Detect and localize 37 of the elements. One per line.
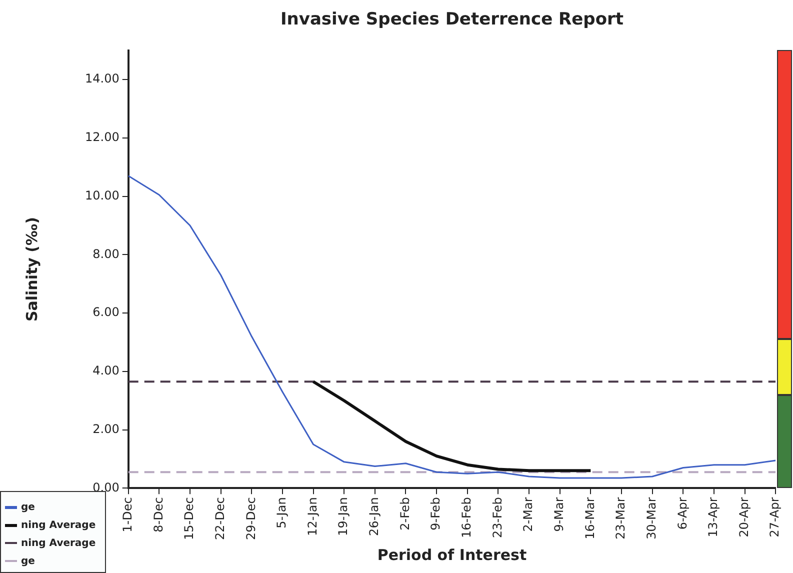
x-tick-label: 16-Feb (460, 497, 474, 538)
x-tick-label: 8-Dec (151, 497, 166, 532)
x-tick-label: 29-Dec (244, 497, 258, 540)
x-tick-label: 5-Jan (274, 497, 289, 528)
x-tick-label: 1-Dec (120, 497, 134, 532)
x-tick-label: 23-Feb (490, 497, 504, 538)
x-tick-label: 6-Apr (675, 497, 690, 530)
legend-label: ge (21, 556, 35, 566)
x-tick-label: 2-Mar (521, 497, 536, 532)
x-tick-label: 15-Dec (182, 497, 196, 540)
chart-title: Invasive Species Deterrence Report (280, 10, 624, 30)
y-tick-label: 8.00 (92, 246, 120, 261)
x-tick-label: 22-Dec (212, 497, 227, 540)
x-tick-label: 30-Mar (644, 497, 658, 540)
y-tick-label: 6.00 (92, 305, 120, 320)
y-tick-label: 14.00 (84, 72, 120, 86)
y-tick-label: 2.00 (92, 422, 120, 436)
x-tick-label: 16-Mar (582, 497, 597, 540)
y-tick-label: 0.00 (92, 480, 120, 494)
x-tick-label: 23-Mar (614, 497, 628, 540)
x-tick-label: 27-Apr (768, 497, 782, 538)
legend-label: ning Average (21, 538, 96, 548)
x-tick-label: 13-Apr (706, 497, 720, 538)
legend-label: ning Average (21, 520, 96, 530)
legend-label: ge (21, 502, 35, 512)
x-tick-label: 12-Jan (305, 497, 320, 536)
y-tick-label: 10.00 (84, 188, 120, 202)
x-tick-label: 20-Apr (736, 497, 751, 538)
x-tick-label: 2-Feb (398, 497, 412, 530)
y-tick-label: 4.00 (92, 364, 120, 378)
x-axis-title: Period of Interest (377, 546, 527, 564)
y-axis-title: Salinity (‰) (22, 217, 41, 322)
x-tick-label: 26-Jan (367, 497, 382, 536)
x-tick-label: 19-Jan (336, 497, 350, 536)
y-tick-label: 12.00 (84, 130, 120, 144)
x-tick-label: 9-Mar (552, 497, 566, 532)
x-tick-label: 9-Feb (428, 497, 443, 530)
